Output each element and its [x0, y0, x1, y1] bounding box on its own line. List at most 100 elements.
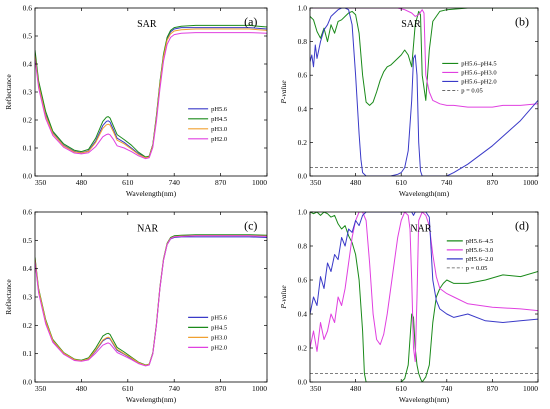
series-line-0	[35, 27, 267, 158]
x-axis-label: Wavelength(nm)	[399, 395, 450, 404]
panel-label: (d)	[515, 219, 529, 233]
panel-title: SAR	[137, 19, 157, 30]
x-tick-label: 870	[487, 384, 499, 393]
y-tick-label: 0.2	[23, 116, 33, 125]
x-tick-label: 350	[35, 384, 47, 393]
legend-item: p = 0.05	[461, 88, 483, 95]
panel-label: (b)	[515, 14, 529, 28]
legend-item: pH5.6–pH2.0	[461, 79, 496, 86]
series-line-2	[310, 212, 538, 323]
panel-label: (a)	[244, 14, 257, 28]
y-tick-label: 0.6	[23, 4, 33, 13]
series-line-1	[35, 24, 267, 158]
y-tick-label: 0.4	[298, 104, 308, 113]
x-tick-label: 1000	[523, 384, 538, 393]
series-line-3	[35, 235, 267, 367]
series-line-0	[310, 212, 538, 382]
y-tick-label: 0.4	[23, 264, 33, 273]
legend: pH5.6–pH4.5 pH5.6–pH3.0 pH5.6–pH2.0 p = 0.0…	[442, 61, 497, 95]
plot-frame	[309, 211, 539, 383]
panel-label: (c)	[244, 219, 257, 233]
x-tick-label: 1000	[252, 384, 267, 393]
x-tick-label: 350	[310, 178, 322, 187]
y-tick-label: 0.3	[23, 88, 33, 97]
panel-d: 350 480 610 740 870 1000 0.0 0.2 0.4 0.6 0.8 1.0 Wav…	[279, 208, 539, 404]
legend-item: pH5.6	[211, 315, 228, 322]
y-tick-label: 0.6	[298, 276, 308, 285]
x-tick-label: 740	[441, 384, 453, 393]
y-tick-label: 0.4	[23, 60, 33, 69]
legend: pH5.6–4.5 pH5.6–3.0 pH5.6–2.0 p = 0.05	[446, 238, 493, 272]
x-axis-label: Wavelength(nm)	[399, 189, 450, 198]
y-tick-label: 0.5	[23, 236, 33, 245]
series-group	[35, 24, 267, 160]
y-tick-label: 0.6	[23, 208, 33, 217]
y-tick-label: 0.6	[298, 71, 308, 80]
legend-item: pH2.0	[211, 136, 227, 143]
panel-title: SAR	[401, 19, 421, 30]
y-tick-label: 0.5	[23, 32, 33, 41]
series-line-0	[310, 8, 538, 106]
panel-title: NAR	[410, 223, 431, 234]
y-tick-label: 0.3	[23, 293, 33, 302]
legend-item: pH5.6–pH3.0	[461, 70, 496, 77]
panel-c: 350 480 610 740 870 1000 0.0 0.1 0.2 0.3 0.4 0.5 0.6…	[4, 208, 268, 404]
y-tick-label: 0.2	[23, 321, 33, 330]
y-tick-label: 0.8	[298, 242, 308, 251]
legend-item: pH5.6–pH4.5	[461, 61, 496, 68]
x-tick-label: 1000	[523, 178, 538, 187]
panel-b: 350 480 610 740 870 1000 0.0 0.2 0.4 0.6 0.8 1.0 Wav…	[279, 4, 539, 198]
legend-item: pH4.5	[211, 116, 227, 123]
series-line-2	[35, 235, 267, 366]
x-tick-label: 1000	[252, 178, 267, 187]
x-tick-label: 740	[441, 178, 453, 187]
legend-item: pH5.6–2.0	[466, 256, 493, 263]
y-axis-label: P-value	[279, 80, 288, 105]
legend: pH5.6 pH4.5 pH3.0 pH2.0	[188, 106, 228, 143]
series-group	[310, 212, 538, 382]
series-line-1	[35, 234, 267, 366]
series-line-1	[310, 212, 538, 363]
legend-item: p = 0.05	[466, 265, 488, 272]
series-line-3	[35, 32, 267, 160]
x-tick-label: 610	[396, 384, 408, 393]
legend-item: pH4.5	[211, 325, 227, 332]
y-tick-label: 0.1	[23, 349, 33, 358]
y-tick-label: 0.2	[298, 344, 308, 353]
y-tick-label: 1.0	[298, 208, 308, 217]
x-tick-label: 870	[487, 178, 499, 187]
x-tick-label: 740	[169, 384, 181, 393]
y-axis-label: P-value	[279, 285, 288, 310]
y-axis-label: Reflectance	[4, 279, 13, 315]
x-tick-label: 480	[76, 178, 88, 187]
y-tick-label: 0.8	[298, 37, 308, 46]
legend-item: pH2.0	[211, 345, 227, 352]
series-line-1	[310, 8, 538, 108]
x-tick-label: 610	[396, 178, 408, 187]
y-tick-label: 1.0	[298, 4, 308, 13]
x-axis-label: Wavelength(nm)	[126, 395, 177, 404]
x-axis-label: Wavelength(nm)	[126, 189, 177, 198]
series-line-2	[310, 8, 538, 176]
x-tick-label: 350	[35, 178, 47, 187]
legend-item: pH3.0	[211, 335, 227, 342]
x-tick-label: 480	[350, 384, 362, 393]
x-tick-label: 870	[215, 178, 227, 187]
y-tick-label: 0.0	[23, 172, 33, 181]
panel-a: 350 480 610 740 870 1000 0.0 0.1 0.2 0.3 0.4 0.5 0.6…	[4, 4, 268, 198]
x-tick-label: 610	[122, 178, 134, 187]
plot-frame	[309, 7, 539, 177]
legend-item: pH5.6–4.5	[466, 238, 493, 245]
x-tick-label: 480	[350, 178, 362, 187]
y-axis-label: Reflectance	[4, 74, 13, 110]
y-tick-label: 0.0	[23, 378, 33, 387]
y-tick-label: 0.2	[298, 138, 308, 147]
legend-item: pH3.0	[211, 126, 227, 133]
series-line-0	[35, 236, 267, 367]
x-tick-label: 350	[310, 384, 322, 393]
y-tick-label: 0.4	[298, 310, 308, 319]
x-tick-label: 740	[169, 178, 181, 187]
series-line-2	[35, 28, 267, 159]
x-tick-label: 480	[76, 384, 88, 393]
